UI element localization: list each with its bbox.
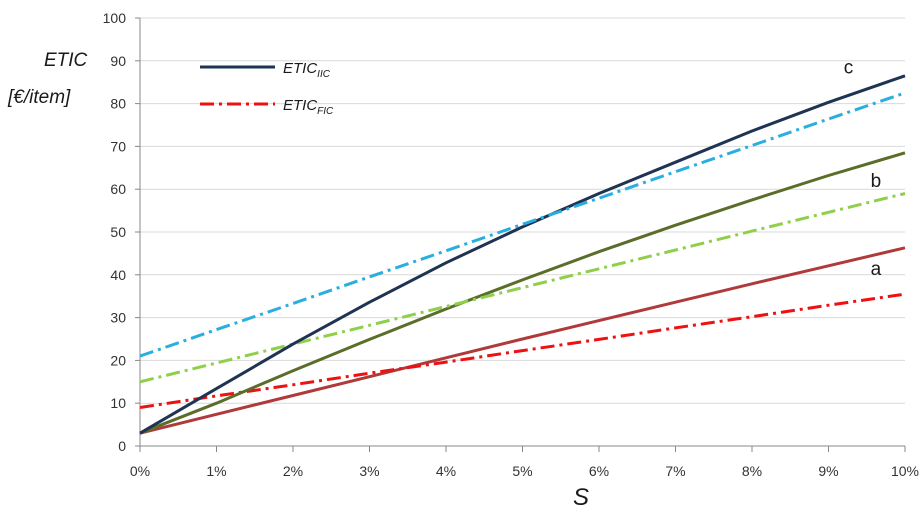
- x-tick-label: 1%: [206, 463, 226, 479]
- x-tick-label: 8%: [742, 463, 762, 479]
- legend-item-iic: ETICIIC: [200, 60, 331, 80]
- y-tick-label: 60: [110, 181, 126, 197]
- legend-label-iic: ETICIIC: [283, 60, 331, 80]
- x-tick-label: 7%: [665, 463, 685, 479]
- x-tick-label: 3%: [359, 463, 379, 479]
- series-line-b-fic: [139, 192, 906, 384]
- y-tick-label: 30: [110, 310, 126, 326]
- gridlines: [140, 17, 905, 404]
- x-tick-label: 4%: [436, 463, 456, 479]
- curve-labels: a b c: [844, 58, 882, 280]
- series-line-c-fic: [139, 91, 906, 358]
- series-line-a-fic: [139, 292, 906, 409]
- x-axis-title: S: [573, 484, 589, 511]
- series-line-a-iic: [139, 246, 906, 435]
- series-line-c-iic: [139, 74, 906, 435]
- y-tick-label: 90: [110, 53, 126, 69]
- legend-item-fic: ETICFIC: [200, 97, 334, 117]
- y-axis-title-line2: [€/item]: [7, 87, 71, 108]
- y-tick-label: 70: [110, 138, 126, 154]
- curve-label-c: c: [844, 58, 854, 79]
- y-tick-label: 80: [110, 96, 126, 112]
- y-tick-label: 10: [110, 395, 126, 411]
- y-tick-label: 50: [110, 224, 126, 240]
- x-tick-label: 0%: [130, 463, 150, 479]
- x-tick-label: 2%: [283, 463, 303, 479]
- axes: [135, 17, 906, 452]
- curve-label-b: b: [871, 171, 882, 192]
- curve-label-a: a: [871, 259, 882, 280]
- series-line-b-iic: [139, 151, 906, 435]
- x-tick-label: 6%: [589, 463, 609, 479]
- y-tick-labels: 0 10 20 30 40 50 60 70 80 90 100: [103, 10, 127, 454]
- y-tick-label: 100: [103, 10, 127, 26]
- legend: ETICIIC ETICFIC: [200, 60, 334, 117]
- legend-label-fic: ETICFIC: [283, 97, 334, 117]
- y-tick-label: 0: [118, 438, 126, 454]
- y-tick-label: 40: [110, 267, 126, 283]
- x-tick-labels: 0% 1% 2% 3% 4% 5% 6% 7% 8% 9% 10%: [130, 463, 919, 479]
- x-tick-label: 9%: [818, 463, 838, 479]
- x-tick-label: 10%: [891, 463, 919, 479]
- series-lines: [139, 74, 906, 435]
- y-axis-title-line1: ETIC: [44, 50, 88, 71]
- x-tick-label: 5%: [512, 463, 532, 479]
- y-tick-label: 20: [110, 352, 126, 368]
